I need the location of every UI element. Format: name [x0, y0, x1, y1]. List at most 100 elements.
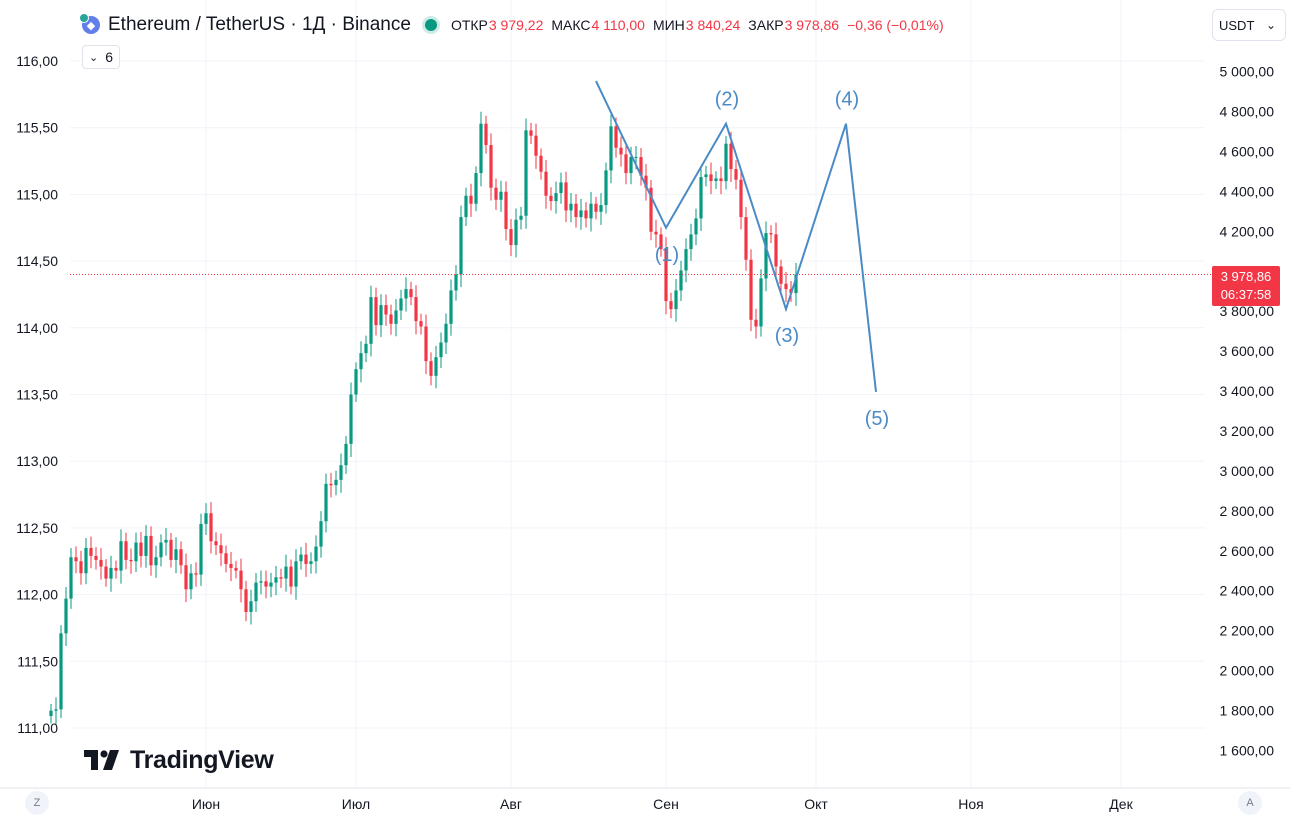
candle-body — [54, 709, 58, 711]
candle-body — [109, 567, 113, 579]
chevron-down-icon: ⌄ — [88, 51, 99, 64]
candle-body — [249, 601, 253, 612]
candle-body — [94, 555, 98, 560]
candle-body — [764, 233, 768, 279]
candle-body — [589, 203, 593, 219]
auto-scale-button[interactable]: A — [1238, 791, 1262, 815]
pattern-line — [595, 80, 877, 392]
ohlc-low-value: 3 840,24 — [685, 17, 741, 33]
tradingview-logo[interactable]: TradingView — [84, 745, 274, 775]
candle-body — [294, 561, 298, 587]
candle-body — [99, 559, 103, 567]
candle-body — [144, 535, 148, 556]
corner-left-label: Z — [33, 797, 41, 809]
left-axis-tick-label: 111,50 — [17, 653, 58, 669]
candle-body — [349, 394, 353, 444]
candle-body — [434, 357, 438, 376]
candle-body — [64, 598, 68, 634]
market-status-icon — [424, 19, 437, 31]
candle-body — [529, 130, 533, 136]
candle-body — [464, 195, 468, 218]
candle-body — [689, 234, 693, 250]
candle-body — [739, 179, 743, 218]
last-price-tag: 3 978,86 06:37:58 — [1212, 266, 1280, 306]
time-axis-label: Июн — [192, 796, 220, 812]
left-axis-tick-label: 115,50 — [16, 120, 58, 136]
candle-body — [744, 217, 748, 260]
candle-body — [609, 126, 613, 171]
pattern-drawing: (1) (2) (3) (4) (5) — [595, 80, 889, 430]
candle-body — [644, 175, 648, 188]
candle-body — [334, 479, 338, 486]
candle-body — [729, 143, 733, 170]
candle-body — [704, 174, 708, 178]
left-axis-tick-label: 112,50 — [16, 520, 58, 536]
right-axis-tick-label: 4 800,00 — [1220, 103, 1275, 119]
candle-body — [539, 155, 543, 172]
candles — [49, 111, 798, 724]
candle-body — [474, 173, 478, 204]
candle-body — [709, 174, 713, 182]
grid — [70, 0, 1205, 788]
candle-body — [229, 563, 233, 568]
left-axis-tick-label: 114,00 — [16, 320, 58, 336]
candle-body — [289, 566, 293, 587]
candle-body — [779, 266, 783, 284]
candle-body — [714, 178, 718, 182]
candle-body — [749, 259, 753, 320]
symbol-header: ◆ Ethereum / TetherUS · 1Д · Binance ОТК… — [79, 12, 944, 38]
candle-body — [719, 178, 723, 182]
candle-body — [84, 547, 88, 574]
right-axis-tick-label: 2 200,00 — [1220, 623, 1275, 639]
candle-body — [329, 483, 333, 486]
candle-body — [594, 203, 598, 212]
candle-body — [304, 554, 308, 564]
candle-body — [409, 289, 413, 298]
right-axis-tick-label: 3 800,00 — [1220, 303, 1275, 319]
left-axis-tick-label: 111,00 — [17, 720, 58, 736]
ohlc-high-value: 4 110,00 — [591, 17, 645, 33]
candle-body — [469, 195, 473, 204]
pattern-point-label: (3) — [775, 325, 799, 347]
ohlc-close-label: ЗАКР — [748, 17, 784, 33]
candle-body — [139, 542, 143, 556]
right-axis-tick-label: 3 600,00 — [1220, 343, 1275, 359]
candle-body — [169, 539, 173, 560]
candle-body — [379, 305, 383, 326]
candle-body — [694, 218, 698, 235]
right-axis-tick-label: 5 000,00 — [1220, 64, 1275, 80]
pattern-point-label: (4) — [835, 89, 859, 111]
candle-body — [484, 123, 488, 146]
auto-scale-left-button[interactable]: Z — [25, 791, 49, 815]
candle-body — [599, 205, 603, 212]
time-axis-label: Авг — [500, 796, 522, 812]
candle-body — [634, 157, 638, 159]
ohlc-open-label: ОТКР — [450, 17, 488, 33]
symbol-title[interactable]: Ethereum / TetherUS · 1Д · Binance — [108, 14, 411, 35]
candle-body — [619, 147, 623, 155]
right-axis-tick-label: 3 200,00 — [1220, 423, 1275, 439]
ohlc-open-value: 3 979,22 — [488, 17, 544, 33]
left-axis-tick-label: 112,00 — [16, 587, 58, 603]
candle-body — [364, 343, 368, 354]
indicators-toggle-button[interactable]: ⌄ 6 — [82, 45, 120, 69]
candle-body — [499, 191, 503, 200]
candle-body — [239, 570, 243, 590]
candle-body — [759, 278, 763, 327]
candle-body — [399, 298, 403, 311]
time-axis-label: Ноя — [958, 796, 983, 812]
candle-body — [564, 182, 568, 211]
right-axis-tick-label: 2 000,00 — [1220, 663, 1275, 679]
candle-body — [369, 297, 373, 344]
ohlc-high-label: МАКС — [551, 17, 591, 33]
candle-body — [554, 193, 558, 202]
currency-select[interactable]: USDT ⌄ — [1212, 9, 1286, 41]
candle-body — [254, 582, 258, 602]
candle-body — [354, 369, 358, 395]
candle-body — [279, 577, 283, 579]
candle-body — [284, 566, 288, 579]
pattern-point-label: (2) — [715, 89, 739, 111]
candle-body — [794, 274, 798, 294]
candle-body — [754, 319, 758, 327]
